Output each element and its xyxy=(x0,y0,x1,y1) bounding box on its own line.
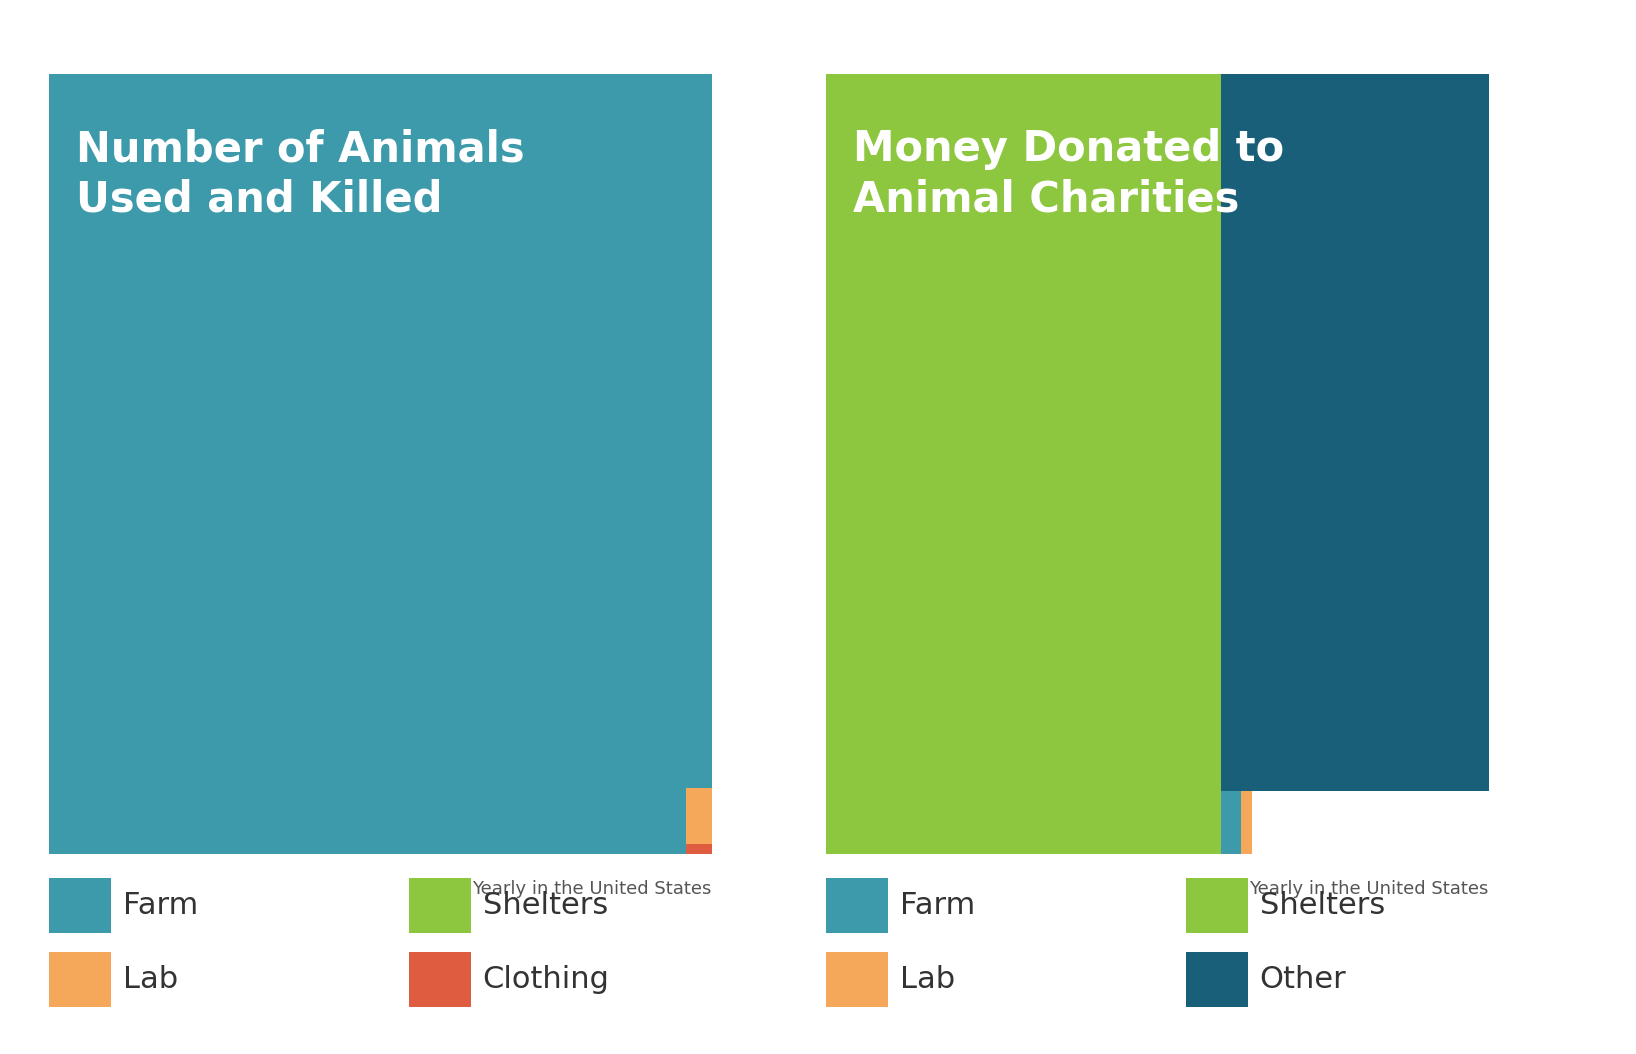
Text: Shelters: Shelters xyxy=(483,891,609,920)
Text: Money Donated to
Animal Charities: Money Donated to Animal Charities xyxy=(852,129,1284,220)
Text: Other: Other xyxy=(1260,964,1346,994)
Bar xyxy=(687,788,712,844)
Bar xyxy=(1242,792,1252,854)
Text: Yearly in the United States: Yearly in the United States xyxy=(473,880,712,898)
Text: Yearly in the United States: Yearly in the United States xyxy=(1250,880,1489,898)
Bar xyxy=(1220,792,1242,854)
Text: Farm: Farm xyxy=(123,891,198,920)
Bar xyxy=(1220,74,1489,792)
Bar xyxy=(687,844,712,854)
Bar xyxy=(826,74,1220,854)
Text: Lab: Lab xyxy=(900,964,955,994)
Text: Clothing: Clothing xyxy=(483,964,610,994)
Text: Lab: Lab xyxy=(123,964,178,994)
Text: Shelters: Shelters xyxy=(1260,891,1386,920)
Text: Number of Animals
Used and Killed: Number of Animals Used and Killed xyxy=(75,129,524,220)
Text: Farm: Farm xyxy=(900,891,975,920)
